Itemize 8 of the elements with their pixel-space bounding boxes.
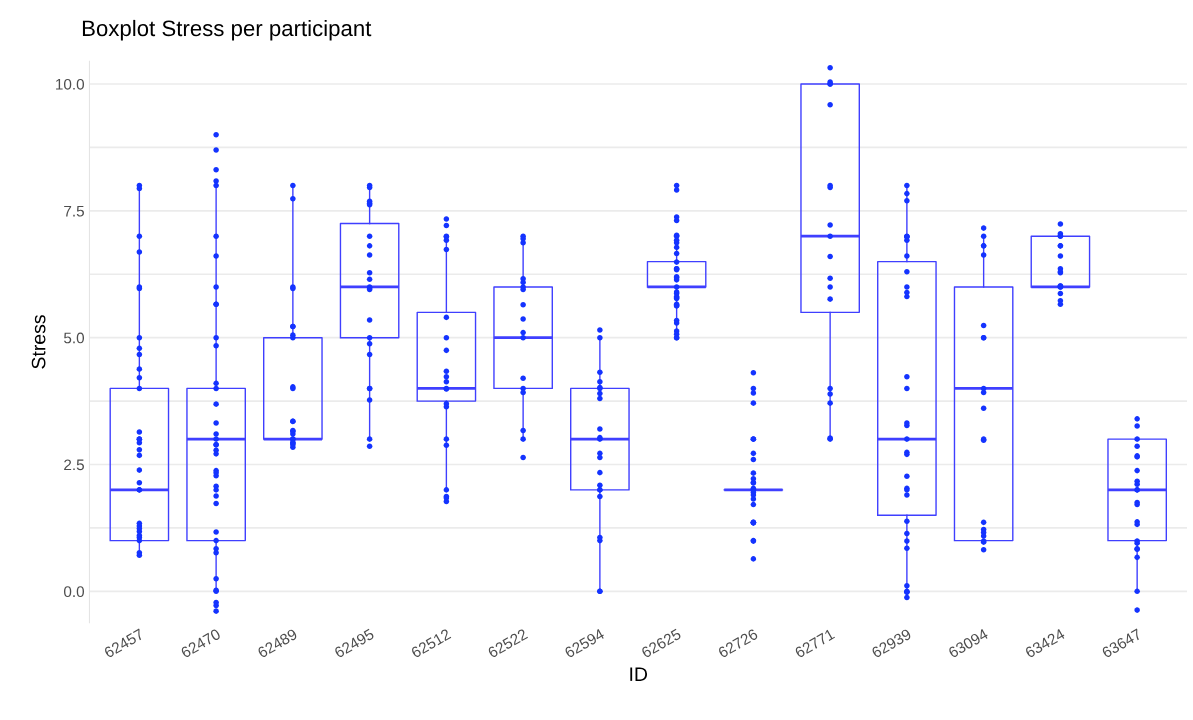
y-tick-label: 0.0 [63,586,85,598]
y-axis-title: Stress [31,315,46,369]
x-axis-title: ID [630,667,648,681]
y-tick-label: 5.0 [63,332,85,344]
y-tick-label: 10.0 [56,78,85,90]
chart-title: Boxplot Stress per participant [82,19,372,41]
y-tick-label: 2.5 [64,459,84,471]
y-tick-label: 7.5 [64,205,84,217]
